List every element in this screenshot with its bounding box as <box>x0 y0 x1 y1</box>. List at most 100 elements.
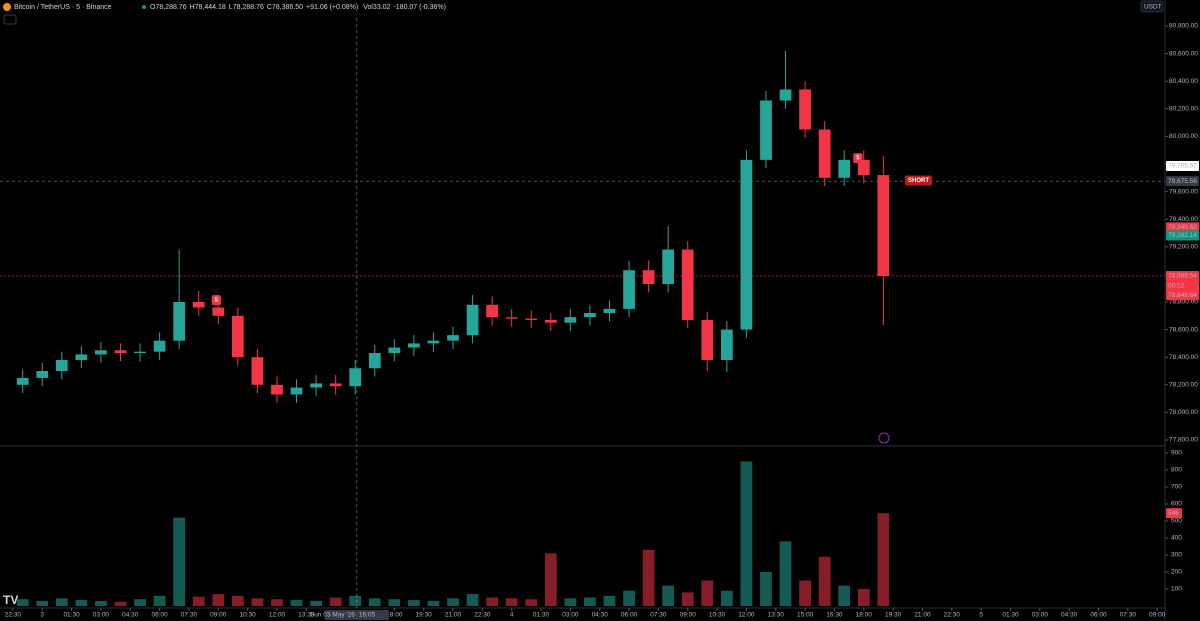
volume-bar <box>681 592 694 606</box>
x-tick-label: 01:30 <box>63 612 80 619</box>
crosshair-time-tag: Sun 03 May '26 16:05 <box>310 610 389 620</box>
price-tag <box>1166 290 1199 301</box>
currency-button[interactable] <box>1140 0 1164 13</box>
volume-bar <box>760 572 772 606</box>
candle-body <box>36 371 49 378</box>
candle-body <box>75 354 88 360</box>
crosshair-date: Sun 03 May '26 <box>310 612 355 619</box>
candle-body <box>760 100 772 160</box>
x-tick-label: 07:30 <box>1120 612 1137 619</box>
x-tick-label: 10:30 <box>239 612 256 619</box>
candle-body <box>564 317 577 323</box>
x-tick-label: 21:00 <box>445 612 462 619</box>
volume-bar <box>720 590 733 606</box>
candle-body <box>838 159 851 178</box>
volume-bar <box>642 549 655 606</box>
y-tick-label: 80,600.00 <box>1169 50 1198 57</box>
candle-body <box>153 340 166 352</box>
y-tick-label: 78,200.00 <box>1169 382 1198 389</box>
volume-bar <box>838 585 851 606</box>
volume-bar <box>388 599 401 606</box>
candle-body <box>408 343 420 348</box>
candle-body <box>427 340 440 344</box>
event-icon[interactable] <box>878 432 890 444</box>
candle-body <box>271 384 283 395</box>
x-tick-label: 07:30 <box>650 612 667 619</box>
logo: TV <box>3 593 18 607</box>
y-tick-label: 80,200.00 <box>1169 106 1198 113</box>
volume-bar <box>153 595 166 606</box>
x-tick-label: 06:00 <box>1090 612 1107 619</box>
countdown-tag <box>1166 280 1199 291</box>
volume-bar <box>349 595 362 606</box>
x-tick-label: 15:00 <box>797 612 814 619</box>
y-tick-label: 78,400.00 <box>1169 354 1198 361</box>
x-tick-label: 18:00 <box>386 612 403 619</box>
volume-bar <box>877 513 890 606</box>
volume-bar <box>114 601 127 606</box>
volume-tick-label: 200 <box>1171 569 1182 576</box>
y-tick-label: 78,000.00 <box>1169 409 1198 416</box>
y-tick-label: 80,400.00 <box>1169 78 1198 85</box>
crosshair-time-box <box>324 610 389 620</box>
signal-label: SHORT <box>908 178 929 184</box>
volume-bar <box>818 556 831 606</box>
x-tick-label: 13:30 <box>298 612 315 619</box>
candle-body <box>134 351 146 354</box>
candle-body <box>857 159 870 176</box>
x-tick-label: 09:00 <box>680 612 697 619</box>
candle-body <box>642 270 655 285</box>
candle-body <box>486 304 499 318</box>
ohlc-legend: C78,386.50 <box>267 4 303 11</box>
collapse-button[interactable] <box>3 14 17 25</box>
y-tick-label: 79,200.00 <box>1169 244 1198 251</box>
candle-body <box>799 89 811 130</box>
volume-bar <box>95 600 107 606</box>
volume-bar <box>623 590 635 606</box>
volume-tick-label: 100 <box>1171 586 1182 593</box>
volume-bar <box>662 585 675 606</box>
volume-tag-label: 546 <box>1168 510 1179 517</box>
volume-bar <box>564 598 577 606</box>
volume-bar <box>290 600 303 606</box>
candle-body <box>701 319 714 360</box>
signal-label: 5 <box>215 298 219 304</box>
candle-body <box>16 377 29 385</box>
price-tag-label: 79,282.14 <box>1168 232 1197 239</box>
x-tick-label: 03:00 <box>1032 612 1049 619</box>
currency-label[interactable]: USDT <box>1144 4 1162 11</box>
volume-bar <box>544 553 557 606</box>
volume-bar <box>192 596 205 606</box>
price-tag <box>1166 222 1199 233</box>
volume-bar <box>525 599 538 606</box>
volume-bar <box>701 580 714 606</box>
x-tick-label: 21:00 <box>914 612 931 619</box>
y-tick-label: 77,800.00 <box>1169 437 1198 444</box>
volume-legend: Vol33.02 <box>363 4 390 11</box>
volume-tick-label: 400 <box>1171 535 1182 542</box>
volume-bar <box>251 598 264 606</box>
x-tick-label: 3 <box>40 612 44 619</box>
volume-tick-label: 500 <box>1171 518 1182 525</box>
price-tag-label: 78,988.54 <box>1168 273 1197 280</box>
signal-badge <box>853 153 863 164</box>
countdown-label: 00:12 <box>1168 283 1185 290</box>
signal-badge <box>905 175 933 186</box>
candle-body <box>525 318 538 320</box>
volume-bar <box>799 580 811 606</box>
candle-body <box>310 383 322 388</box>
candle-body <box>505 317 518 319</box>
x-tick-label: 01:30 <box>533 612 550 619</box>
volume-tick-label: 700 <box>1171 484 1182 491</box>
x-tick-label: 19:30 <box>416 612 433 619</box>
volume-bar <box>857 589 870 606</box>
volume-bar <box>271 599 283 606</box>
x-tick-label: 22:30 <box>474 612 491 619</box>
x-tick-label: 10:30 <box>709 612 726 619</box>
volume-bar <box>779 541 792 606</box>
y-tick-label: 79,600.00 <box>1169 188 1198 195</box>
candle-body <box>349 368 362 387</box>
candle-body <box>877 175 890 276</box>
